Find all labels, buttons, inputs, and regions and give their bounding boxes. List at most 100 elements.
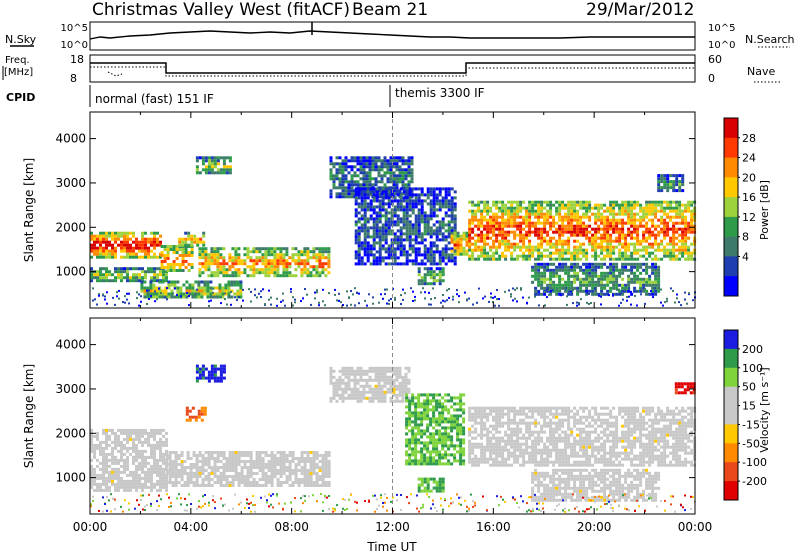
power-cell (474, 245, 478, 249)
power-cell (341, 165, 345, 169)
vel-cell (90, 464, 93, 468)
power-cell (516, 221, 520, 225)
power-cell (657, 177, 661, 181)
power-cell (686, 302, 688, 305)
power-cell (363, 253, 367, 257)
power-cell (147, 252, 150, 256)
power-cell (627, 274, 631, 278)
power-cell (441, 238, 445, 242)
power-cell (148, 289, 150, 292)
power-cell (495, 257, 499, 261)
power-cell (405, 250, 409, 254)
vel-cell (120, 479, 123, 483)
power-cell (450, 211, 454, 215)
power-cell (383, 174, 387, 178)
power-cell (621, 212, 625, 216)
power-cell (377, 189, 381, 193)
power-cell (576, 257, 580, 261)
power-cell (483, 206, 487, 210)
power-cell (181, 263, 185, 266)
power-cell (411, 250, 415, 254)
power-cell (663, 177, 667, 181)
power-cell (690, 227, 694, 231)
vel-cell (237, 457, 241, 460)
power-cell (194, 280, 198, 284)
power-cell (163, 248, 167, 251)
power-cell (576, 254, 580, 258)
vel-cell (306, 475, 310, 478)
power-cell (181, 254, 185, 257)
power-cell (580, 298, 582, 301)
power-cell (543, 277, 547, 281)
power-cell (537, 245, 541, 249)
vel-cell (321, 457, 325, 460)
power-cell (444, 262, 448, 266)
power-cell (405, 217, 409, 221)
power-cell (608, 294, 610, 297)
power-cell (618, 218, 622, 222)
power-cell (660, 177, 664, 181)
power-cell (357, 253, 361, 257)
power-cell (166, 263, 170, 266)
power-cell (138, 279, 141, 283)
power-cell (363, 229, 367, 233)
power-cell (395, 186, 399, 190)
vel-cell (258, 466, 262, 469)
power-cell (494, 295, 496, 298)
vel-cell (303, 466, 307, 469)
vel-cell (350, 396, 354, 400)
power-cell (579, 218, 583, 222)
power-cell (552, 203, 556, 207)
power-cell (306, 253, 310, 257)
power-cell (399, 217, 403, 221)
power-cell (282, 259, 286, 263)
power-cell (276, 259, 280, 263)
power-cell (126, 298, 128, 301)
power-cell (357, 211, 361, 215)
vel-cell (144, 449, 147, 453)
power-cell (435, 193, 439, 197)
vel-cell (249, 460, 253, 463)
power-cell (407, 180, 411, 184)
power-cell (466, 298, 468, 301)
vel-cell (225, 460, 229, 463)
power-cell (549, 283, 553, 287)
vel-cell (129, 434, 132, 438)
power-cell (636, 203, 640, 207)
power-cell (576, 239, 580, 243)
power-cell (187, 237, 191, 241)
vel-cell (132, 437, 135, 441)
power-cell (549, 274, 553, 278)
power-cell (369, 235, 373, 239)
power-cell (681, 230, 685, 234)
power-cell (567, 268, 571, 272)
power-cell (318, 301, 320, 304)
power-cell (243, 268, 247, 272)
power-cell (615, 221, 619, 225)
power-cell (176, 295, 180, 299)
power-cell (202, 231, 206, 235)
power-cell (386, 162, 390, 166)
power-cell (645, 268, 649, 272)
power-cell (543, 236, 547, 240)
power-cell (184, 231, 188, 235)
power-cell (642, 245, 646, 249)
power-cell (594, 274, 598, 278)
power-cell (368, 183, 372, 187)
power-cell (204, 256, 208, 260)
vel-cell (93, 476, 96, 480)
power-cell (417, 247, 421, 251)
power-cell (93, 234, 96, 238)
power-cell (522, 245, 526, 249)
vel-cell (153, 449, 156, 453)
vel-cell (288, 472, 292, 475)
power-cell (456, 240, 460, 244)
power-cell (633, 230, 637, 234)
power-cell (513, 248, 517, 252)
vel-cell (222, 469, 226, 472)
power-cell (193, 234, 197, 238)
power-cell (441, 226, 445, 230)
power-cell (669, 257, 673, 261)
vel-cell (90, 458, 93, 462)
power-cell (341, 171, 345, 175)
